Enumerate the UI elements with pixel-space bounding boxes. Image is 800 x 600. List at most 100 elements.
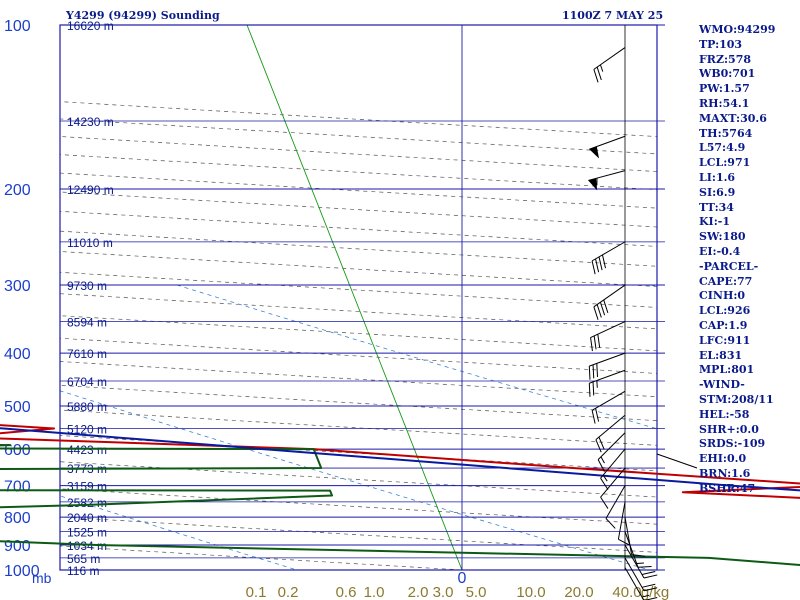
index-item: LI:1.6 [699, 170, 736, 184]
wind-barb-flag [644, 597, 658, 600]
index-item: CINH:0 [699, 289, 746, 303]
wind-barb [588, 369, 626, 397]
index-connector [656, 453, 698, 469]
wind-barb [591, 390, 626, 424]
dry-adiabat [60, 461, 657, 498]
mixing-ratio-line [176, 284, 657, 430]
station-title: Y4299 (94299) Sounding [66, 9, 220, 22]
wind-barb-staff [624, 544, 645, 579]
pressure-tick-label: 100 [4, 18, 31, 35]
index-item: EL:831 [699, 348, 743, 362]
wind-barb-halfflag [596, 380, 598, 388]
pressure-tick-label: 800 [4, 510, 31, 527]
pressure-tick-label: 400 [4, 346, 31, 363]
temperature-profile [0, 424, 800, 499]
mixing-ratio-label: 0.1 [246, 584, 267, 600]
dry-adiabat [60, 488, 657, 525]
wind-barb [600, 448, 626, 490]
index-item: TH:5764 [699, 126, 753, 140]
wind-barb-flag [595, 439, 602, 453]
dry-adiabat [60, 154, 657, 191]
wind-barb-staff [595, 414, 626, 441]
wind-barb-flag [596, 363, 598, 377]
wind-barb-halfflag [602, 474, 608, 482]
wind-barb-flag [618, 538, 631, 546]
wind-barb-flag [597, 459, 605, 472]
height-label: 3159 m [67, 480, 107, 494]
dry-adiabat [60, 361, 657, 398]
index-item: PW:1.57 [699, 82, 750, 96]
pressure-tick-label: 1000 [4, 563, 40, 580]
wind-barb [595, 414, 626, 453]
wind-barb [597, 432, 626, 472]
wind-barb-staff [588, 170, 626, 181]
pressure-tick-label: 200 [4, 182, 31, 199]
wind-barb-staff [591, 241, 626, 262]
wind-barb [588, 170, 626, 191]
index-item: BSHR:47 [699, 481, 756, 495]
stability-indices-panel: WMO:94299 TP:103 FRZ:578 WB0:701 PW:1.57 RH:5… [699, 23, 775, 497]
dry-adiabat [60, 409, 657, 446]
dry-adiabat [60, 118, 657, 155]
wind-barb-pennant [589, 146, 600, 159]
wind-barb [624, 567, 658, 600]
wind-barb-flag [592, 364, 595, 379]
mixing-ratio-line [60, 495, 297, 570]
mixing-ratio-line [60, 390, 650, 570]
dry-adiabat [60, 293, 657, 330]
wind-barb-flag [600, 496, 609, 509]
wind-barb [600, 467, 626, 509]
index-item: CAPE:77 [699, 274, 753, 288]
wind-barb-flag [596, 66, 602, 81]
wind-barb [624, 557, 658, 592]
wind-barb-flag [599, 302, 606, 316]
wind-barb-flag [605, 518, 616, 529]
wind-barb-flag [598, 256, 603, 271]
pressure-tick-label: 300 [4, 278, 31, 295]
plot-frame [59, 24, 658, 571]
index-item: STM:208/11 [699, 392, 774, 406]
wind-barb-pennant [588, 178, 598, 191]
wind-barb-staff [605, 485, 626, 519]
height-label: 1034 m [67, 539, 107, 553]
wind-barb-flag [603, 299, 609, 314]
wind-barb-flag [592, 381, 595, 396]
mixing-ratio-label: 3.0 [433, 584, 454, 600]
pressure-tick-label: 700 [4, 479, 31, 496]
wind-barb-staff [590, 321, 626, 339]
mixing-ratio-label: 1.0 [364, 584, 385, 600]
wind-barb-flag [591, 260, 596, 275]
index-item: WB0:701 [699, 67, 756, 81]
wind-barb-flag [600, 477, 609, 490]
height-label: 565 m [67, 552, 100, 566]
mixing-ratio-label: 20.0 [564, 584, 593, 600]
wind-barb-flag [595, 258, 600, 273]
index-item: CAP:1.9 [699, 318, 748, 332]
wind-barb-flag [641, 570, 656, 575]
height-label: 14230 m [67, 115, 114, 129]
index-item: SI:6.9 [699, 185, 736, 199]
wind-barb-flag [593, 69, 599, 83]
height-label: 11010 m [67, 236, 113, 250]
wind-barb-flag [588, 383, 591, 397]
index-item: LCL:971 [699, 156, 751, 170]
height-label: 1525 m [67, 526, 107, 540]
wind-barb-staff [617, 501, 626, 540]
index-item: FRZ:578 [699, 52, 752, 66]
dewpoint-profile [0, 443, 800, 566]
index-item: EI:-0.4 [699, 244, 741, 258]
height-label: 6704 m [67, 375, 107, 389]
height-label: 7610 m [67, 347, 107, 361]
wind-barb-halfflag [636, 562, 644, 564]
index-item: TP:103 [699, 37, 743, 51]
index-item: MPL:801 [699, 363, 755, 377]
index-item: KI:-1 [699, 215, 730, 229]
index-item: BRN:1.6 [699, 466, 751, 480]
height-label: 5120 m [67, 422, 107, 436]
wind-barb-flag [598, 436, 605, 450]
dry-adiabat [60, 101, 657, 137]
wind-barb-flag [643, 587, 658, 592]
dry-adiabat [60, 385, 657, 421]
mixing-ratio-label: 40.0 [612, 584, 641, 600]
index-item: LCL:926 [699, 304, 751, 318]
